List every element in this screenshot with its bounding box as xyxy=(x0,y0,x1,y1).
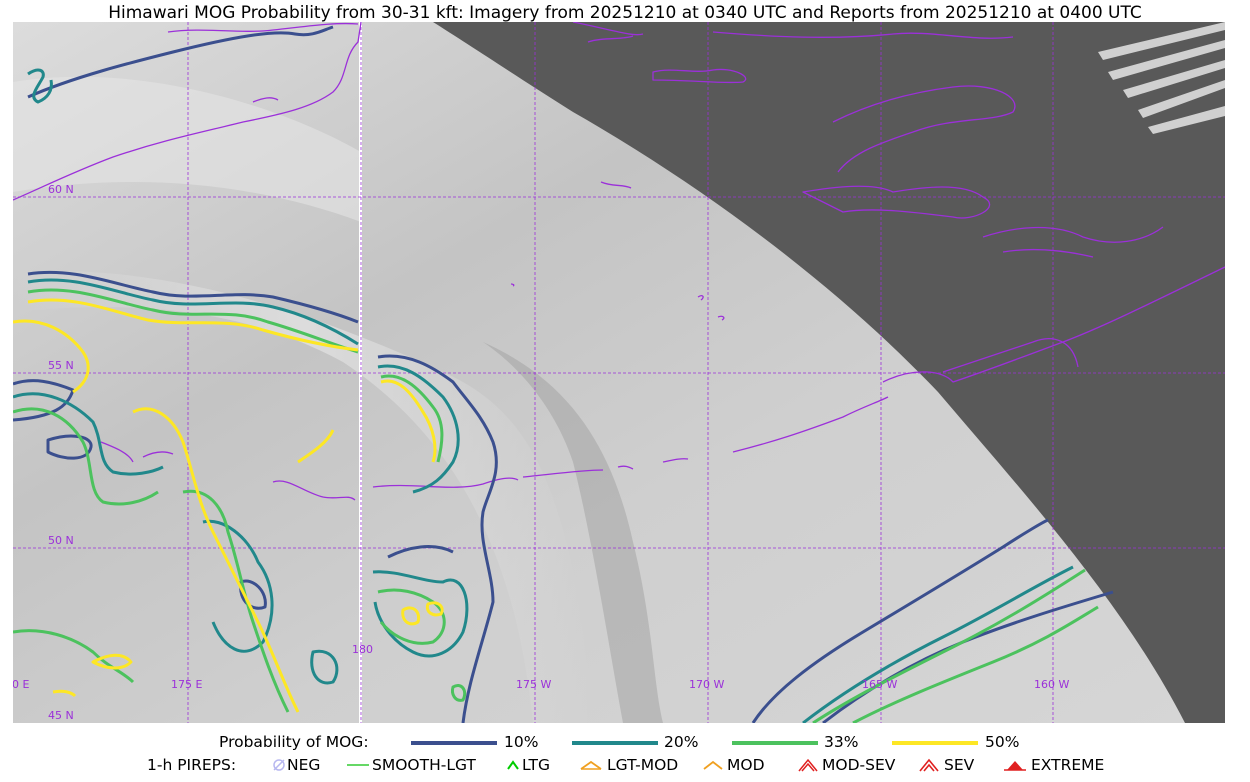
level-label-10: 10% xyxy=(504,733,539,751)
pirep-label-ltg: LTG xyxy=(522,756,550,774)
dark-trough xyxy=(483,342,663,723)
mog-contours-50 xyxy=(13,298,444,713)
light-turbulence-icon xyxy=(507,760,519,770)
lon-label-175w: 175 W xyxy=(516,678,551,691)
image-seam xyxy=(359,22,362,723)
lon-label-180: 180 xyxy=(352,643,373,656)
swatch-33 xyxy=(732,741,818,745)
smooth-light-icon xyxy=(347,764,369,766)
level-label-33: 33% xyxy=(824,733,859,751)
lon-label-165w: 165 W xyxy=(862,678,897,691)
probability-legend: Probability of MOG: 10% 20% 33% 50% xyxy=(0,732,1250,754)
moderate-icon xyxy=(703,760,723,770)
pirep-label-extreme: EXTREME xyxy=(1031,756,1105,774)
map-title: Himawari MOG Probability from 30-31 kft:… xyxy=(108,3,1142,23)
pirep-label-smooth-lgt: SMOOTH-LGT xyxy=(372,756,476,774)
pirep-label-neg: NEG xyxy=(287,756,321,774)
swatch-50 xyxy=(892,741,978,745)
lat-label-55n: 55 N xyxy=(48,359,74,372)
lat-label-45n: 45 N xyxy=(48,709,74,722)
level-label-20: 20% xyxy=(664,733,699,751)
lon-label-170e: 170 E xyxy=(13,678,29,691)
lon-label-175e: 175 E xyxy=(171,678,202,691)
scan-stripes xyxy=(1098,22,1225,134)
bright-cloud-west xyxy=(13,76,361,223)
pirep-label-sev: SEV xyxy=(944,756,975,774)
bright-cloud-band xyxy=(13,270,593,723)
mog-contours-33 xyxy=(13,288,1099,723)
lat-label-50n: 50 N xyxy=(48,534,74,547)
pireps-legend-title: 1-h PIREPS: xyxy=(147,756,237,774)
pirep-label-lgt-mod: LGT-MOD xyxy=(607,756,679,774)
severe-icon xyxy=(919,758,939,772)
moderate-severe-icon xyxy=(798,758,818,772)
level-label-50: 50% xyxy=(985,733,1020,751)
lon-label-160w: 160 W xyxy=(1034,678,1069,691)
coastlines xyxy=(13,22,1225,501)
light-moderate-icon xyxy=(580,760,602,770)
lat-label-60n: 60 N xyxy=(48,183,74,196)
swatch-10 xyxy=(411,741,497,745)
lon-label-170w: 170 W xyxy=(689,678,724,691)
extreme-icon xyxy=(1004,761,1026,771)
graticule xyxy=(13,22,1225,723)
pireps-legend: 1-h PIREPS: NEG SMOOTH-LGT LTG LGT-MOD M… xyxy=(0,755,1250,777)
space-region xyxy=(433,22,1225,723)
mog-contours-20 xyxy=(13,68,1074,723)
satellite-map: 60 N 55 N 50 N 45 N 170 E 175 E 180 175 … xyxy=(13,22,1225,723)
pirep-label-mod: MOD xyxy=(727,756,765,774)
probability-legend-title: Probability of MOG: xyxy=(219,733,369,751)
pirep-label-mod-sev: MOD-SEV xyxy=(822,756,896,774)
swatch-20 xyxy=(572,741,658,745)
neg-icon xyxy=(273,759,285,771)
